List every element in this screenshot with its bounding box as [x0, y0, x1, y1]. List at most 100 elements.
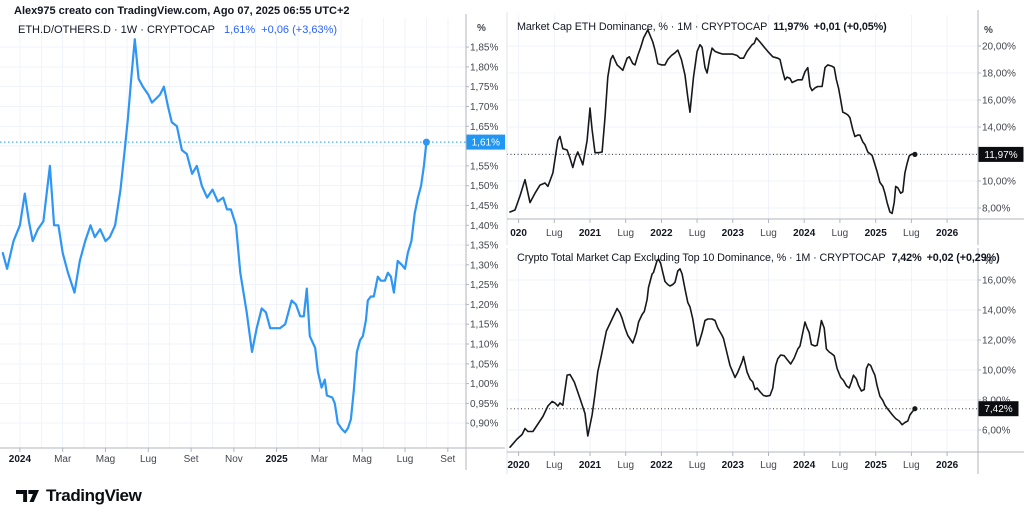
others-dominance-last-value: 7,42%	[891, 252, 922, 264]
time-tick-label: Lug	[617, 460, 634, 471]
price-tick-label: 1,65%	[470, 122, 498, 133]
last-price-dot	[912, 151, 918, 157]
price-tick-label: 14,00%	[982, 306, 1016, 317]
tradingview-logo-text: TradingView	[46, 486, 142, 505]
price-tick-label: 20,00%	[982, 42, 1016, 53]
others-dominance-chart-pane[interactable]	[507, 252, 978, 452]
eth-dominance-legend[interactable]: Market Cap ETH Dominance, % · 1M · CRYPT…	[517, 21, 887, 33]
price-tick-label: 1,20%	[470, 300, 498, 311]
time-tick-label: Lug	[689, 460, 706, 471]
time-tick-label: 2020	[507, 460, 530, 471]
eth-dominance-title[interactable]: Market Cap ETH Dominance, % · 1M · CRYPT…	[517, 21, 768, 33]
time-tick-label: 2025	[865, 228, 888, 239]
price-tick-label: 1,85%	[470, 43, 498, 54]
time-tick-label: Lug	[760, 460, 777, 471]
eth-ratio-price-axis[interactable]: % 1,85% 1,80% 1,75% 1,70% 1,65% 1,55% 1,50% 1,45…	[465, 14, 505, 470]
time-tick-label: Mar	[311, 454, 329, 465]
price-line-series	[509, 28, 916, 215]
time-tick-label: Lug	[832, 228, 849, 239]
time-tick-label: Lug	[397, 454, 414, 465]
time-tick-label: 2026	[936, 460, 959, 471]
eth-dominance-price-axis[interactable]: % 20,00% 18,00% 16,00% 14,00% 10,00% 8,00% 11,9…	[506, 10, 1024, 245]
others-dominance-legend[interactable]: Crypto Total Market Cap Excluding Top 10…	[517, 252, 1000, 264]
price-tick-label: 1,25%	[470, 280, 498, 291]
time-tick-label: 2023	[722, 228, 745, 239]
time-tick-label: Lug	[903, 228, 920, 239]
price-tick-label: 1,05%	[470, 359, 498, 370]
tradingview-logo-icon	[16, 490, 39, 502]
price-tick-label: 16,00%	[982, 276, 1016, 287]
time-tick-label: 2024	[9, 454, 32, 465]
eth-ratio-legend[interactable]: ETH.D/OTHERS.D · 1W · CRYPTOCAP 1,61% +0,0…	[18, 24, 337, 36]
time-tick-label: 2022	[650, 228, 673, 239]
time-tick-label: Lug	[689, 228, 706, 239]
eth-ratio-last-value: 1,61%	[224, 24, 256, 36]
price-tick-label: 1,40%	[470, 221, 498, 232]
time-tick-label: Lug	[760, 228, 777, 239]
price-tick-label: 1,30%	[470, 260, 498, 271]
time-tick-label: Nov	[225, 454, 243, 465]
time-tick-label: Lug	[140, 454, 157, 465]
eth-dominance-last-value: 11,97%	[773, 21, 809, 33]
attribution-text: Alex975 creato con TradingView.com, Ago …	[14, 5, 350, 17]
price-axis-unit: %	[477, 23, 486, 34]
current-price-badge-label: 11,97%	[984, 150, 1017, 161]
price-line-series	[509, 258, 916, 449]
time-tick-label: Mag	[352, 454, 371, 465]
current-price-badge	[978, 146, 1024, 162]
tradingview-logo[interactable]: TradingView	[16, 486, 142, 506]
price-tick-label: 1,70%	[470, 102, 498, 113]
last-price-dot	[422, 138, 430, 146]
time-tick-label: Set	[440, 454, 455, 465]
time-tick-label: 2025	[865, 460, 888, 471]
price-tick-label: 0,95%	[470, 399, 498, 410]
price-tick-label: 1,80%	[470, 62, 498, 73]
time-tick-label: Lug	[546, 460, 563, 471]
price-tick-label: 12,00%	[982, 336, 1016, 347]
eth-ratio-chart-pane[interactable]	[0, 18, 466, 448]
eth-ratio-symbol-label[interactable]: ETH.D/OTHERS.D · 1W · CRYPTOCAP	[18, 24, 216, 36]
price-tick-label: 0,90%	[470, 419, 498, 430]
others-dominance-title[interactable]: Crypto Total Market Cap Excluding Top 10…	[517, 252, 886, 264]
eth-ratio-change: +0,06 (+3,63%)	[261, 24, 338, 36]
time-tick-label: 2024	[793, 228, 816, 239]
price-tick-label: 1,15%	[470, 320, 498, 331]
time-tick-label: 020	[510, 228, 527, 239]
time-tick-label: 2025	[265, 454, 288, 465]
time-tick-label: Set	[184, 454, 199, 465]
time-tick-label: 2021	[579, 228, 602, 239]
others-dominance-time-axis[interactable]: 2020 Lug 2021 Lug 2022 Lug 2023 Lug 2024 Lug 2025 L…	[507, 451, 1024, 471]
price-tick-label: 1,00%	[470, 379, 498, 390]
eth-ratio-time-axis[interactable]: 2024 Mar Mag Lug Set Nov 2025 Mar Mag Lug Set	[0, 447, 505, 465]
price-line-series	[1, 38, 428, 434]
current-price-badge-label: 1,61%	[472, 138, 500, 149]
time-tick-label: 2024	[793, 460, 816, 471]
time-tick-label: 2021	[579, 460, 602, 471]
others-dominance-price-axis[interactable]: % 16,00% 14,00% 12,00% 10,00% 8,00% 6,00% 7,42%	[506, 248, 1019, 474]
price-tick-label: 8,00%	[982, 396, 1010, 407]
current-price-badge	[978, 401, 1019, 417]
price-tick-label: 8,00%	[982, 204, 1010, 215]
eth-dominance-time-axis[interactable]: 020 Lug 2021 Lug 2022 Lug 2023 Lug 2024 Lug 2025 Lu…	[507, 218, 1024, 239]
time-tick-label: Lug	[832, 460, 849, 471]
others-dominance-change: +0,02 (+0,29%)	[926, 252, 1000, 264]
price-tick-label: 18,00%	[982, 69, 1016, 80]
current-price-badge	[466, 134, 505, 150]
eth-dominance-change: +0,01 (+0,05%)	[813, 21, 887, 33]
current-price-badge-label: 7,42%	[984, 404, 1012, 415]
price-tick-label: 1,10%	[470, 340, 498, 351]
price-tick-label: 10,00%	[982, 366, 1016, 377]
time-tick-label: Lug	[617, 228, 634, 239]
price-tick-label: 1,75%	[470, 82, 498, 93]
price-tick-label: 1,35%	[470, 241, 498, 252]
price-tick-label: 6,00%	[982, 426, 1010, 437]
price-tick-label: 1,55%	[470, 161, 498, 172]
time-tick-label: Lug	[903, 460, 920, 471]
price-axis-unit: %	[984, 256, 993, 267]
time-tick-label: 2022	[650, 460, 673, 471]
price-tick-label: 1,50%	[470, 181, 498, 192]
time-tick-label: Mag	[96, 454, 115, 465]
time-tick-label: Mar	[54, 454, 72, 465]
eth-dominance-chart-pane[interactable]	[507, 15, 978, 219]
